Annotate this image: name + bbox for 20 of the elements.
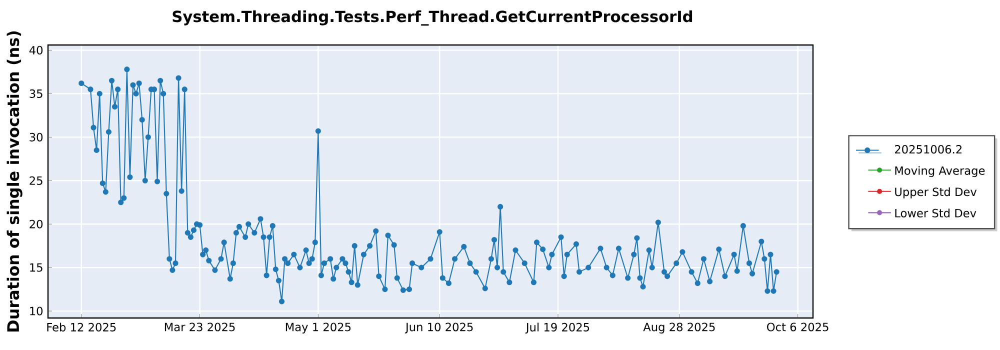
x-tick-label: Mar 23 2025 [164, 322, 235, 332]
y-tick-label: 15 [30, 263, 42, 272]
y-tick-label: 20 [30, 220, 43, 228]
legend-label: 20251006.2 [894, 145, 962, 154]
y-tick-label: 30 [30, 132, 43, 142]
y-tick-label: 10 [30, 306, 43, 316]
legend-label: Lower Std Dev [895, 208, 976, 218]
y-tick-label: 35 [30, 89, 42, 98]
x-tick-label: Feb 12 2025 [47, 322, 116, 332]
y-tick-label: 25 [30, 176, 42, 185]
x-tick-label: Oct 6 2025 [767, 322, 828, 332]
y-tick-label: 40 [29, 46, 43, 55]
x-tick-label: Aug 28 2025 [643, 322, 715, 334]
x-tick-label: May 1 2025 [286, 322, 351, 334]
x-tick-label: Jun 10 2025 [404, 322, 473, 334]
chart-title: System.Threading.Tests.Perf_Thread.GetCurrentProcessorId [172, 10, 692, 26]
legend-label: Upper Std Dev [895, 187, 977, 198]
x-tick-label: Jul 19 2025 [525, 322, 590, 334]
y-axis-title: Duration of single invocation (ns) [6, 31, 22, 332]
legend-label: Moving Average [895, 166, 985, 178]
